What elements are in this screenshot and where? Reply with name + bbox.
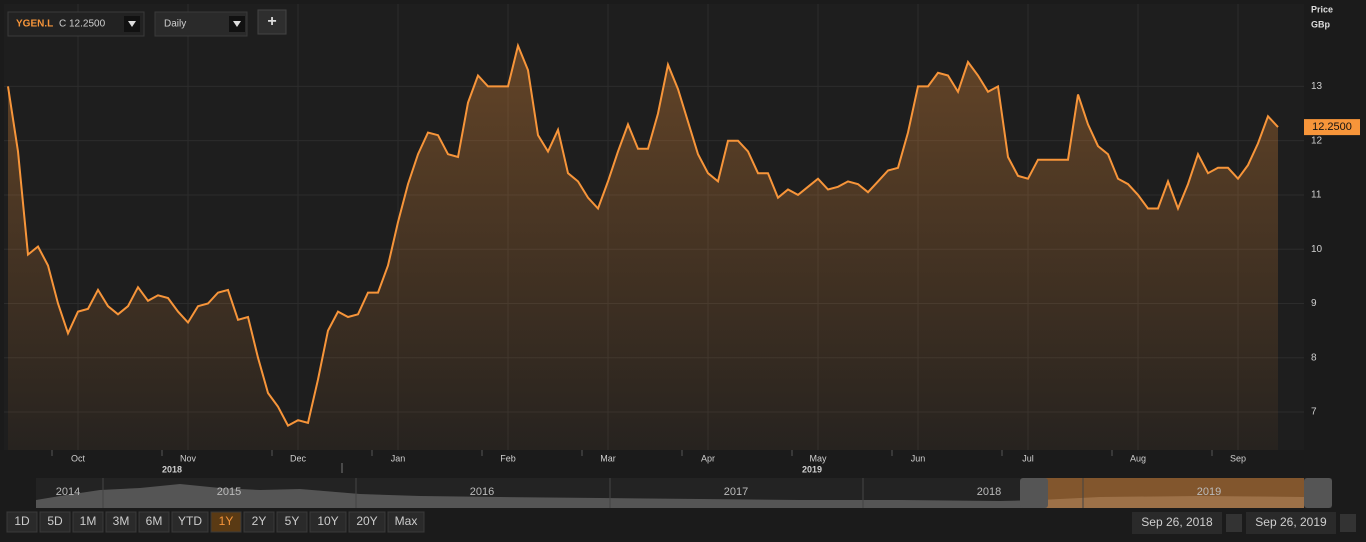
range-button[interactable] — [171, 511, 209, 533]
navigator-handle[interactable] — [1020, 478, 1048, 508]
y-axis-title: Price — [1311, 4, 1333, 14]
x-year-label: 2019 — [802, 464, 822, 474]
y-tick-label: 9 — [1311, 298, 1317, 309]
range-button[interactable] — [243, 511, 275, 533]
range-button[interactable] — [6, 511, 38, 533]
x-tick-label: Aug — [1130, 453, 1146, 463]
range-button[interactable] — [309, 511, 347, 533]
navigator-year: 2017 — [724, 486, 748, 498]
y-tick-label: 12 — [1311, 135, 1323, 146]
range-label: 2Y — [252, 514, 267, 528]
end-date: Sep 26, 2019 — [1255, 515, 1327, 529]
calendar-icon[interactable] — [1226, 514, 1242, 532]
navigator-selection[interactable] — [1034, 478, 1304, 508]
plot — [7, 42, 1279, 450]
range-buttons: 1D 5D 1M 3M 6M YTD 1Y 2Y 5Y 10Y 20Y Max — [6, 511, 425, 533]
range-button[interactable] — [276, 511, 308, 533]
navigator-year: 2019 — [1197, 486, 1221, 498]
x-tick-label: Jul — [1022, 453, 1034, 463]
navigator-handle[interactable] — [1304, 478, 1332, 508]
add-icon: + — [267, 13, 276, 30]
x-tick-label: May — [809, 453, 827, 463]
y-tick-label: 8 — [1311, 352, 1317, 363]
range-button[interactable] — [105, 511, 137, 533]
y-tick-label: 7 — [1311, 407, 1317, 418]
range-label: Max — [395, 514, 418, 528]
y-tick-label: 13 — [1311, 81, 1323, 92]
y-tick-label: 10 — [1311, 244, 1323, 255]
range-label: 20Y — [356, 514, 377, 528]
x-tick-label: Mar — [600, 453, 616, 463]
navigator-year: 2015 — [217, 486, 241, 498]
last-price-label: 12.2500 — [1312, 121, 1352, 133]
y-tick-label: 11 — [1311, 190, 1322, 201]
x-tick-label: Dec — [290, 453, 307, 463]
price-line — [7, 42, 1279, 427]
range-button[interactable] — [39, 511, 71, 533]
range-label: 10Y — [317, 514, 338, 528]
range-label: YTD — [178, 514, 202, 528]
x-tick-label: Apr — [701, 453, 715, 463]
date-box[interactable] — [1246, 512, 1336, 534]
date-box[interactable] — [1132, 512, 1222, 534]
quote: C 12.2500 — [59, 19, 106, 30]
navigator-area — [36, 484, 1304, 508]
symbol-box[interactable] — [7, 11, 145, 37]
range-label: 1M — [80, 514, 97, 528]
x-tick-label: Feb — [500, 453, 516, 463]
navigator-year: 2016 — [470, 486, 494, 498]
range-button[interactable] — [72, 511, 104, 533]
start-date: Sep 26, 2018 — [1141, 515, 1213, 529]
navigator-year: 2014 — [56, 486, 80, 498]
symbol: YGEN.L — [16, 19, 53, 30]
range-label: 6M — [146, 514, 163, 528]
last-price-tag — [1304, 119, 1360, 136]
range-label: 5Y — [285, 514, 300, 528]
interval: Daily — [164, 19, 186, 30]
arrow-icon — [128, 21, 136, 27]
x-tick-label: Oct — [71, 453, 86, 463]
arrow-icon — [233, 21, 241, 27]
range-button[interactable] — [387, 511, 425, 533]
add-button[interactable] — [257, 9, 287, 35]
range-button[interactable] — [210, 511, 242, 533]
range-label: 1D — [14, 514, 30, 528]
range-label: 3M — [113, 514, 130, 528]
x-tick-label: Jun — [911, 453, 926, 463]
x-tick-label: Nov — [180, 453, 197, 463]
y-axis-unit: GBp — [1311, 19, 1331, 29]
area — [8, 45, 1278, 450]
range-button[interactable] — [348, 511, 386, 533]
x-tick-label: Sep — [1230, 453, 1246, 463]
x-axis-band — [4, 450, 1304, 476]
range-label: 5D — [47, 514, 63, 528]
navigator-labels: 2014 2015 2016 2017 2018 2019 — [56, 478, 1221, 508]
navigator-year: 2018 — [977, 486, 1001, 498]
range-label: 1Y — [219, 514, 234, 528]
x-year-label: 2018 — [162, 464, 182, 474]
calendar-icon[interactable] — [1340, 514, 1356, 532]
x-tick-label: Jan — [391, 453, 406, 463]
range-button[interactable] — [138, 511, 170, 533]
